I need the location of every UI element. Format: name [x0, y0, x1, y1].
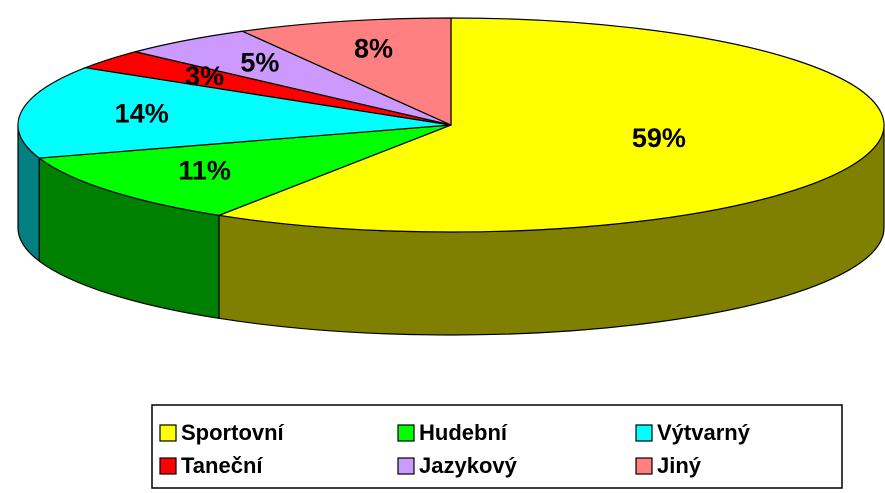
legend-label: Hudební — [419, 420, 508, 445]
legend-label: Jiný — [657, 453, 702, 478]
slice — [17, 67, 452, 159]
legend-swatch — [635, 457, 653, 475]
legend-label: Taneční — [181, 453, 263, 478]
slice — [37, 124, 452, 216]
data-label: 3% — [185, 61, 224, 91]
data-label: 11% — [178, 155, 231, 185]
legend-swatch — [397, 457, 415, 475]
legend-label: Sportovní — [181, 420, 285, 445]
legend-swatch — [159, 424, 177, 442]
legend-swatch — [159, 457, 177, 475]
legend-swatch — [635, 424, 653, 442]
slice — [240, 17, 452, 126]
slice — [216, 17, 885, 233]
data-label: 5% — [240, 47, 279, 77]
legend-swatch — [397, 424, 415, 442]
data-label: 59% — [632, 123, 686, 153]
legend-label: Jazykový — [419, 453, 518, 478]
data-label: 8% — [354, 34, 393, 64]
legend-box — [151, 404, 843, 489]
data-label: 14% — [115, 98, 169, 128]
legend-label: Výtvarný — [657, 420, 751, 445]
